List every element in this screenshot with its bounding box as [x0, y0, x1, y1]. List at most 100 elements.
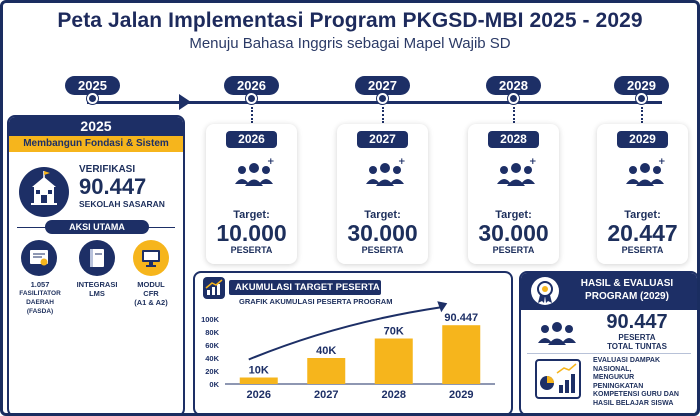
x-tick-label: 2029 — [449, 389, 473, 401]
target-card-year: 2028 — [488, 131, 539, 148]
svg-text:+: + — [658, 158, 665, 167]
book-icon — [79, 240, 115, 276]
chart-title: AKUMULASI TARGET PESERTA — [229, 280, 381, 295]
svg-text:+: + — [398, 158, 405, 167]
target-value: 30.000 — [478, 220, 549, 246]
action-fasda-line2: FASILITATOR — [19, 290, 61, 297]
timeline-year-2027: 2027 — [355, 76, 410, 95]
verifikasi-label: VERIFIKASI — [79, 164, 136, 175]
target-value: 10.000 — [216, 220, 287, 246]
action-modul-line1: MODUL — [137, 280, 165, 289]
phase-2025-year: 2025 — [9, 117, 183, 136]
x-tick-label: 2026 — [247, 389, 271, 401]
timeline-year-2025: 2025 — [65, 76, 120, 95]
evaluation-header: HASIL & EVALUASI PROGRAM (2029) — [521, 273, 697, 310]
target-label: Target: — [233, 209, 270, 221]
verifikasi-value: 90.447 — [79, 174, 147, 199]
svg-text:+: + — [529, 158, 536, 167]
timeline-year-2026: 2026 — [224, 76, 279, 95]
x-tick-label: 2027 — [314, 389, 338, 401]
accumulation-chart-panel: AKUMULASI TARGET PESERTA GRAFIK AKUMULAS… — [193, 271, 513, 413]
action-lms-line2: LMS — [89, 289, 105, 298]
accumulation-bar-chart: 0K 20K 40K 60K 80K 100K 10K 2026 40K 2027 70K 2028 9… — [201, 301, 495, 401]
aksi-utama-label: AKSI UTAMA — [45, 220, 149, 234]
target-value: 30.000 — [347, 220, 418, 246]
action-modul-line3: (A1 & A2) — [134, 298, 168, 307]
target-label: Target: — [495, 209, 532, 221]
timeline-dot — [87, 93, 98, 104]
bar-data-label: 70K — [384, 326, 404, 338]
timeline-dot — [377, 93, 388, 104]
evaluation-description: EVALUASI DAMPAK NASIONAL, MENGUKUR PENIN… — [593, 357, 697, 409]
target-card-2028: 2028 + Target: 30.000 PESERTA — [468, 124, 559, 264]
y-tick-label: 20K — [205, 367, 219, 376]
target-unit: PESERTA — [230, 245, 273, 255]
evaluation-value: 90.447 — [606, 311, 668, 333]
evaluation-desc-line: MENGUKUR — [593, 374, 635, 382]
action-fasda: 1.057 FASILITATOR DAERAH (FASDA) — [13, 280, 67, 316]
evaluation-desc-line: PENINGKATAN — [593, 382, 644, 390]
people-group-icon: + — [234, 157, 275, 196]
chart-bar — [374, 338, 413, 384]
timeline-year-2029: 2029 — [614, 76, 669, 95]
target-unit: PESERTA — [621, 245, 664, 255]
evaluation-unit: PESERTA TOTAL TUNTAS — [593, 333, 681, 351]
action-modul: MODUL CFR (A1 & A2) — [125, 280, 177, 307]
verifikasi-sub: SEKOLAH SASARAN — [79, 199, 165, 209]
target-card-2029: 2029 + Target: 20.447 PESERTA — [597, 124, 688, 264]
people-group-icon: + — [625, 157, 666, 196]
evaluation-desc-line: KOMPETENSI GURU DAN — [593, 391, 679, 399]
timeline-dot — [636, 93, 647, 104]
evaluation-unit-line2: TOTAL TUNTAS — [607, 342, 667, 351]
certificate-icon — [21, 240, 57, 276]
target-unit: PESERTA — [361, 245, 404, 255]
target-label: Target: — [364, 209, 401, 221]
timeline-year-2028: 2028 — [486, 76, 541, 95]
evaluation-desc-line: EVALUASI DAMPAK — [593, 357, 661, 364]
y-tick-label: 60K — [205, 341, 219, 350]
target-value: 20.447 — [607, 220, 678, 246]
action-fasda-count: 1.057 — [30, 280, 50, 289]
x-tick-label: 2028 — [382, 389, 406, 401]
people-group-icon — [535, 317, 579, 355]
action-fasda-line3: DAERAH (FASDA) — [26, 299, 54, 315]
timeline-connector — [382, 107, 384, 123]
evaluation-desc-line: HASIL BELAJAR SISWA — [593, 399, 674, 407]
trend-arrow-icon — [248, 306, 442, 361]
timeline-connector — [251, 107, 253, 123]
phase-2025-panel: 2025 Membangun Fondasi & Sistem VERIFIKA… — [7, 115, 185, 413]
chart-subtitle: GRAFIK AKUMULASI PESERTA PROGRAM — [239, 297, 393, 306]
chart-bar — [307, 358, 346, 384]
timeline-line — [87, 101, 662, 104]
chart-bar — [442, 325, 481, 384]
people-group-icon: + — [365, 157, 406, 196]
trend-arrowhead-icon — [437, 301, 448, 313]
action-modul-line2: CFR — [143, 289, 159, 298]
timeline-connector — [513, 107, 515, 123]
timeline-dot — [508, 93, 519, 104]
chart-bar — [239, 377, 278, 384]
bar-data-label: 40K — [316, 345, 336, 357]
growth-chart-icon — [203, 277, 225, 299]
timeline-connector — [641, 107, 643, 123]
y-tick-label: 80K — [205, 328, 219, 337]
evaluation-title-line1: HASIL & EVALUASI — [580, 278, 674, 289]
people-group-icon: + — [496, 157, 537, 196]
bar-data-label: 90.447 — [444, 312, 478, 324]
analytics-icon — [535, 359, 581, 403]
target-card-year: 2027 — [357, 131, 408, 148]
target-unit: PESERTA — [492, 245, 535, 255]
y-tick-label: 100K — [201, 315, 220, 324]
target-label: Target: — [624, 209, 661, 221]
evaluation-title: HASIL & EVALUASI PROGRAM (2029) — [561, 277, 693, 303]
school-icon — [19, 167, 69, 217]
svg-text:+: + — [267, 158, 274, 167]
action-lms-line1: INTEGRASI — [76, 280, 118, 289]
evaluation-desc-line: NASIONAL, — [593, 365, 632, 373]
evaluation-unit-line1: PESERTA — [618, 333, 656, 342]
monitor-icon — [133, 240, 169, 276]
target-card-2027: 2027 + Target: 30.000 PESERTA — [337, 124, 428, 264]
page-subtitle: Menuju Bahasa Inggris sebagai Mapel Waji… — [189, 35, 511, 52]
page-title: Peta Jalan Implementasi Program PKGSD-MB… — [57, 9, 643, 32]
